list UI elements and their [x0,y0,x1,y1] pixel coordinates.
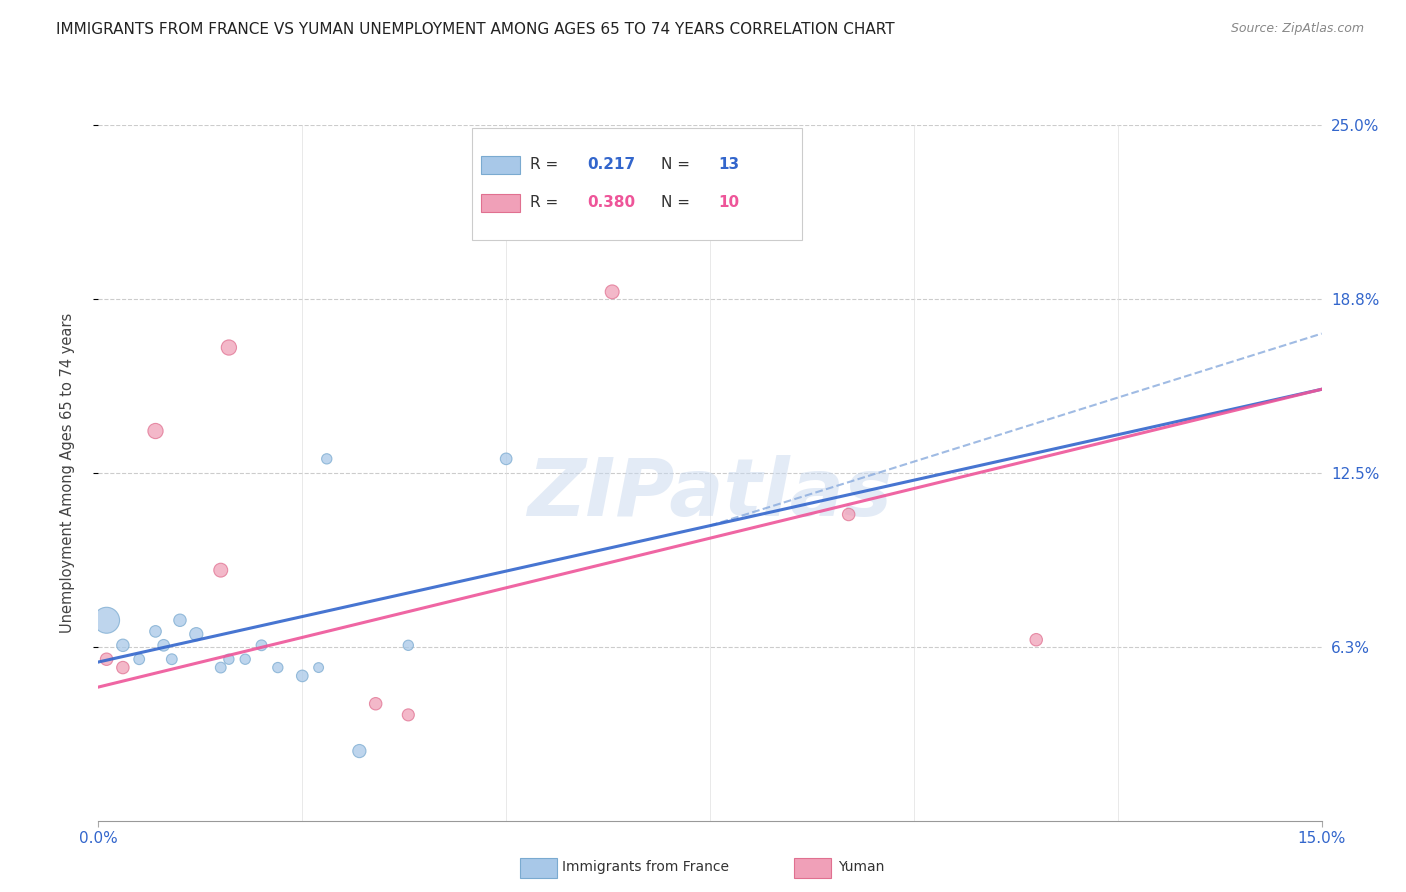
Point [111,638,134,652]
Point [152,638,174,652]
Point [111,660,134,674]
FancyBboxPatch shape [481,194,520,212]
Text: N =: N = [661,195,695,211]
Point [1025,632,1047,647]
Text: Immigrants from France: Immigrants from France [562,860,730,874]
Point [267,660,290,674]
FancyBboxPatch shape [471,128,801,240]
Point [600,285,623,299]
Point [218,341,240,355]
Point [396,638,419,652]
Text: 0.380: 0.380 [588,195,636,211]
Point [641,145,664,160]
Point [364,697,387,711]
Point [145,624,167,639]
Point [160,652,183,666]
Point [169,613,191,627]
Point [617,145,640,160]
Text: Source: ZipAtlas.com: Source: ZipAtlas.com [1230,22,1364,36]
Text: Yuman: Yuman [838,860,884,874]
Point [349,744,371,758]
Text: IMMIGRANTS FROM FRANCE VS YUMAN UNEMPLOYMENT AMONG AGES 65 TO 74 YEARS CORRELATI: IMMIGRANTS FROM FRANCE VS YUMAN UNEMPLOY… [56,22,894,37]
Point [308,660,330,674]
Text: R =: R = [530,195,564,211]
Text: 10: 10 [718,195,740,211]
Text: 13: 13 [718,157,740,172]
Point [209,660,232,674]
Point [186,627,208,641]
Point [218,652,240,666]
Text: ZIPatlas: ZIPatlas [527,455,893,533]
Text: 0.217: 0.217 [588,157,636,172]
Point [96,613,118,627]
Point [128,652,150,666]
Y-axis label: Unemployment Among Ages 65 to 74 years: Unemployment Among Ages 65 to 74 years [60,312,75,633]
Point [291,669,314,683]
Point [838,508,860,522]
Point [495,451,517,466]
Point [396,707,419,722]
Point [250,638,273,652]
FancyBboxPatch shape [481,156,520,174]
Point [96,652,118,666]
Text: R =: R = [530,157,564,172]
Point [209,563,232,577]
Point [315,451,337,466]
Point [233,652,256,666]
Text: N =: N = [661,157,695,172]
Point [145,424,167,438]
